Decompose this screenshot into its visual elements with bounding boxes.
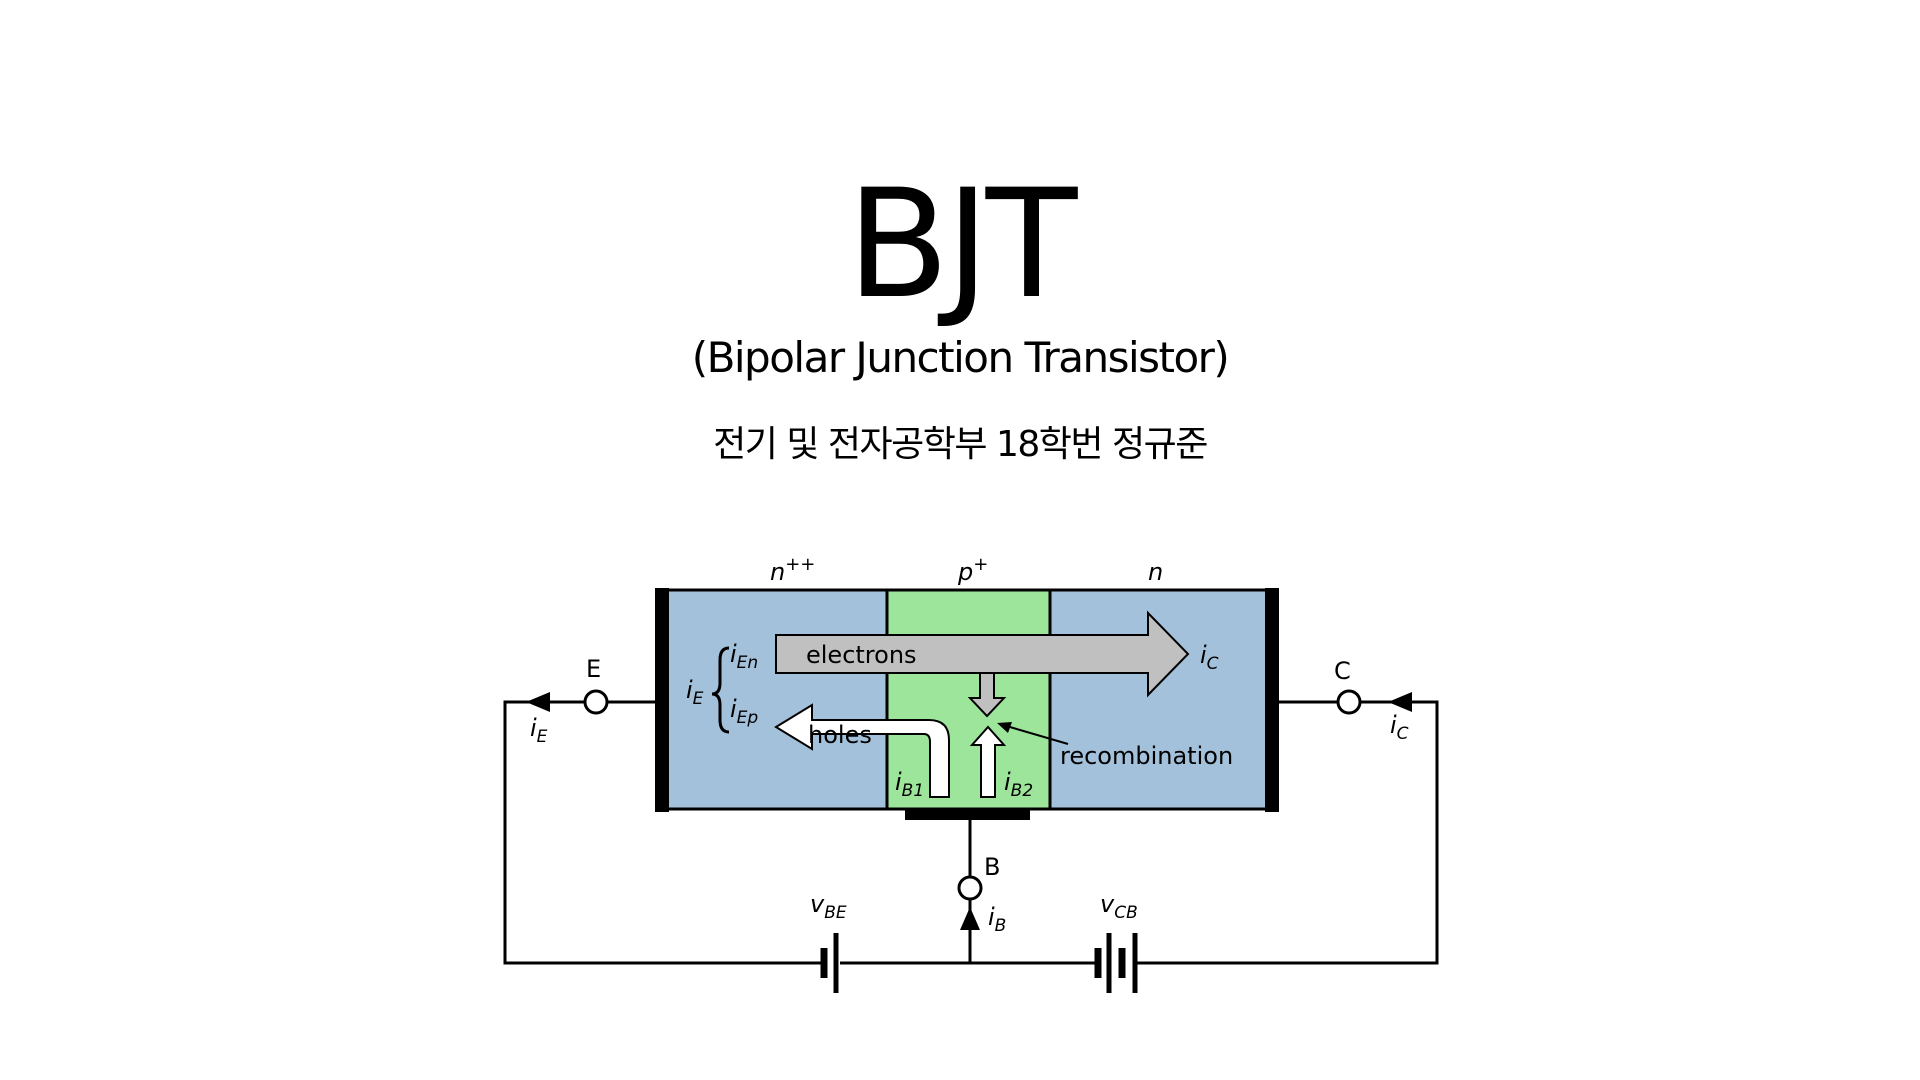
recombination-hole-arrow <box>969 725 1007 798</box>
collector-region <box>1050 590 1276 809</box>
recombination-label: recombination <box>1060 742 1233 770</box>
holes-arrow <box>774 703 950 798</box>
current-brace <box>711 646 730 734</box>
collector-terminal <box>1336 689 1362 715</box>
current-label-iC-inner: iC <box>1200 641 1219 674</box>
electrons-label: electrons <box>806 641 917 669</box>
base-contact <box>905 808 1030 820</box>
iB-arrow <box>960 907 980 930</box>
electrons-arrow <box>775 610 1190 698</box>
emitter-terminal-label: E <box>586 655 601 683</box>
base-region-label: p+ <box>957 554 988 586</box>
recombination-electron-arrow <box>967 672 1007 718</box>
slide-author: 전기 및 전자공학부 18학번 정규준 <box>713 424 1208 465</box>
vBE-label: vBE <box>810 890 847 923</box>
current-label-iE-outer: iE <box>530 714 548 747</box>
collector-terminal-label: C <box>1334 657 1351 685</box>
iC-arrow <box>1388 692 1412 712</box>
recombination-pointer <box>1002 724 1069 745</box>
current-label-iC-outer: iC <box>1390 711 1409 744</box>
current-label-iB2: iB2 <box>1004 768 1033 801</box>
current-label-iB: iB <box>988 903 1006 936</box>
recombination-pointer-head <box>997 722 1012 733</box>
holes-label: holes <box>808 721 872 749</box>
iE-arrow <box>526 692 550 712</box>
emitter-region <box>658 590 887 809</box>
emitter-contact <box>655 588 669 812</box>
current-label-iEn: iEn <box>730 640 758 673</box>
vCB-label: vCB <box>1100 890 1138 923</box>
emitter-terminal <box>583 689 609 715</box>
base-terminal <box>957 875 983 901</box>
current-label-iB1: iB1 <box>895 768 924 801</box>
emitter-region-label: n++ <box>770 554 815 586</box>
slide-subtitle: (Bipolar Junction Transistor) <box>691 333 1230 382</box>
base-terminal-label: B <box>984 853 1000 881</box>
slide-title: BJT <box>846 158 1078 332</box>
current-label-iE-inner: iE <box>686 676 704 709</box>
current-label-iEp: iEp <box>730 695 758 728</box>
collector-contact <box>1265 588 1279 812</box>
collector-region-label: n <box>1148 558 1163 586</box>
base-region <box>887 590 1050 809</box>
